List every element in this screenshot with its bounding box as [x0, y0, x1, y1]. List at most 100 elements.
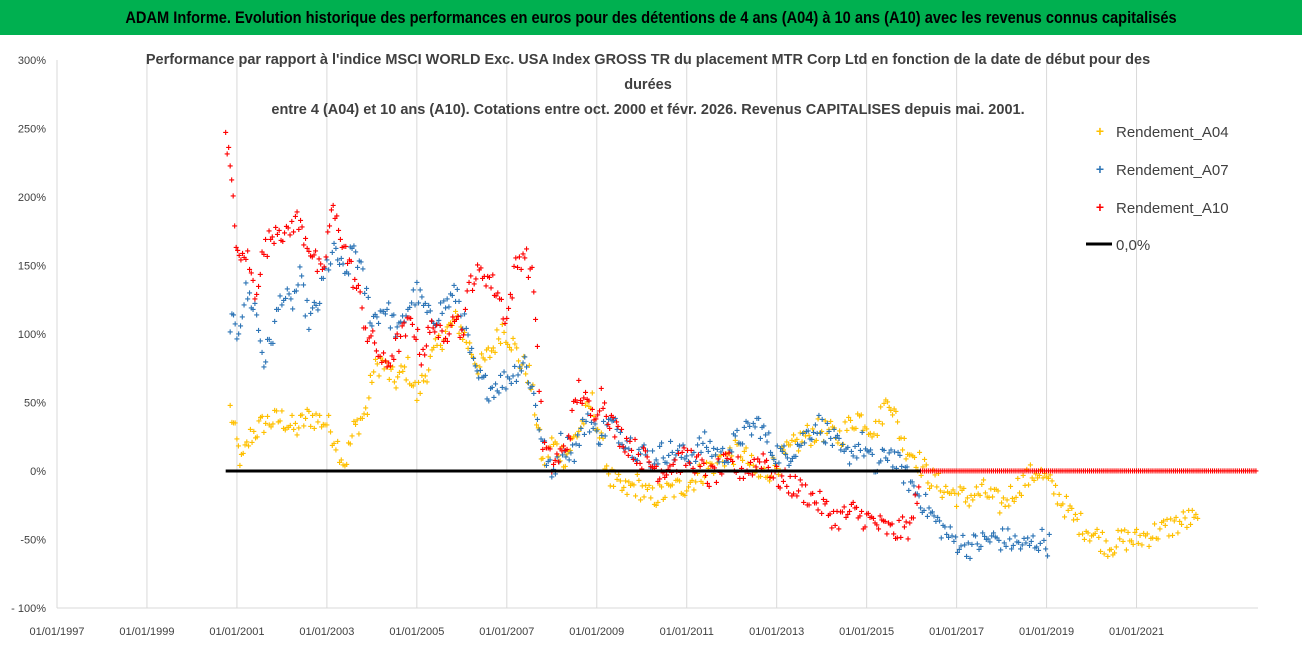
data-point: + — [641, 441, 647, 452]
data-point: + — [566, 432, 572, 443]
data-point: + — [467, 348, 473, 359]
data-point: + — [424, 378, 430, 389]
data-point: + — [752, 423, 758, 434]
data-point: + — [1081, 535, 1087, 546]
data-point: + — [524, 245, 530, 256]
data-point: + — [525, 378, 531, 389]
data-point: + — [779, 447, 785, 458]
data-point: + — [393, 332, 399, 343]
data-point: + — [828, 434, 834, 445]
data-point: + — [770, 474, 776, 485]
data-point: + — [476, 266, 482, 277]
data-point: + — [860, 525, 866, 536]
data-point: + — [914, 490, 920, 501]
data-point: + — [942, 467, 948, 478]
data-point: + — [789, 454, 795, 465]
data-point: + — [230, 191, 236, 202]
data-point: + — [922, 467, 928, 478]
data-point: + — [745, 418, 751, 429]
data-point: + — [1062, 512, 1068, 523]
data-point: + — [759, 423, 765, 434]
data-point: + — [993, 485, 999, 496]
data-point: + — [1179, 467, 1185, 478]
data-point: + — [1011, 467, 1017, 478]
data-point: + — [969, 540, 975, 551]
data-point: + — [1247, 467, 1253, 478]
data-point: + — [879, 419, 885, 430]
data-point: + — [918, 504, 924, 515]
data-point: + — [877, 511, 883, 522]
data-point: + — [896, 516, 902, 527]
data-point: + — [750, 419, 756, 430]
data-point: + — [845, 510, 851, 521]
data-point: + — [680, 490, 686, 501]
data-point: + — [854, 454, 860, 465]
data-point: + — [1111, 467, 1117, 478]
data-point: + — [283, 294, 289, 305]
data-point: + — [481, 272, 487, 283]
data-point: + — [518, 366, 524, 377]
data-point: + — [677, 468, 683, 479]
data-point: + — [872, 519, 878, 530]
data-point: + — [780, 477, 786, 488]
data-point: + — [1113, 467, 1119, 478]
data-point: + — [471, 354, 477, 365]
data-point: + — [885, 456, 891, 467]
data-point: + — [302, 311, 308, 322]
y-tick-label: 0% — [30, 466, 46, 478]
data-point: + — [643, 481, 649, 492]
data-point: + — [556, 457, 562, 468]
data-point: + — [660, 495, 666, 506]
y-axis-ticks: - 100%-50%0%50%100%150%200%250%300% — [11, 55, 46, 615]
data-point: + — [318, 260, 324, 271]
data-point: + — [973, 482, 979, 493]
data-point: + — [834, 507, 840, 518]
data-point: + — [873, 417, 879, 428]
data-point: + — [951, 537, 957, 548]
data-point: + — [591, 412, 597, 423]
data-point: + — [1018, 491, 1024, 502]
data-point: + — [355, 281, 361, 292]
data-point: + — [721, 450, 727, 461]
data-point: + — [454, 285, 460, 296]
data-point: + — [863, 444, 869, 455]
data-point: + — [537, 425, 543, 436]
data-point: + — [364, 337, 370, 348]
data-point: + — [1241, 467, 1247, 478]
data-point: + — [441, 336, 447, 347]
data-point: + — [468, 272, 474, 283]
data-point: + — [719, 469, 725, 480]
data-point: + — [807, 435, 813, 446]
data-point: + — [891, 530, 897, 541]
data-point: + — [614, 425, 620, 436]
data-point: + — [326, 411, 332, 422]
data-point: + — [864, 424, 870, 435]
data-point: + — [1203, 467, 1209, 478]
data-point: + — [1031, 467, 1037, 478]
data-point: + — [770, 454, 776, 465]
data-point: + — [659, 482, 665, 493]
data-point: + — [374, 313, 380, 324]
data-point: + — [908, 451, 914, 462]
data-point: + — [978, 542, 984, 553]
data-point: + — [1230, 467, 1236, 478]
data-point: + — [552, 469, 558, 480]
data-point: + — [867, 513, 873, 524]
data-point: + — [340, 259, 346, 270]
data-point: + — [946, 533, 952, 544]
data-point: + — [234, 335, 240, 346]
data-point: + — [1041, 536, 1047, 547]
data-point: + — [376, 319, 382, 330]
data-point: + — [900, 513, 906, 524]
data-point: + — [403, 312, 409, 323]
data-point: + — [453, 315, 459, 326]
data-point: + — [985, 535, 991, 546]
data-point: + — [724, 454, 730, 465]
data-point: + — [490, 270, 496, 281]
data-point: + — [914, 499, 920, 510]
data-point: + — [401, 318, 407, 329]
data-point: + — [657, 442, 663, 453]
data-point: + — [591, 415, 597, 426]
data-point: + — [513, 377, 519, 388]
data-point: + — [886, 403, 892, 414]
